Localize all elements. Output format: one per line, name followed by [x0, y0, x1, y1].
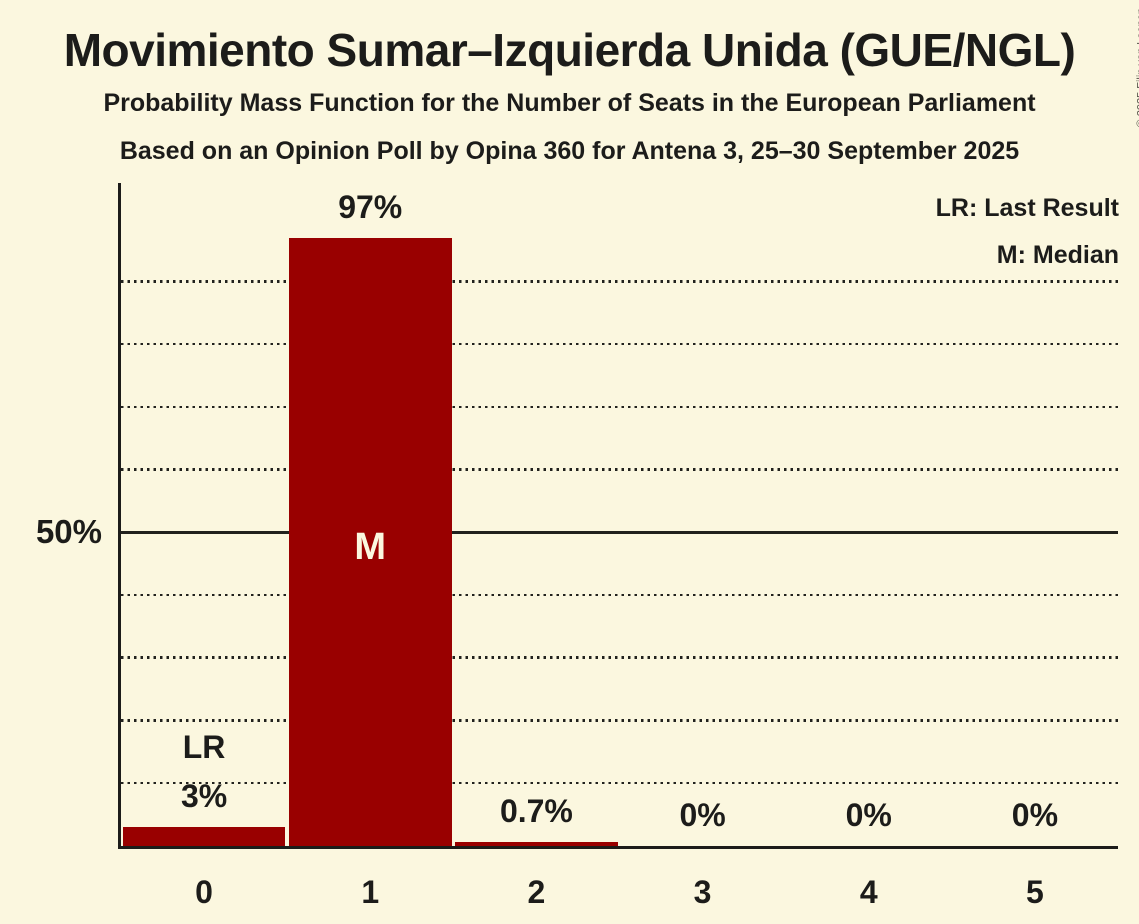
- y-axis-tick-label: 50%: [35, 513, 102, 550]
- bar-value-label-seats-0: 3%: [180, 778, 228, 815]
- x-axis-label-5: 5: [1026, 874, 1044, 910]
- gridline-90pct: [121, 280, 1118, 283]
- gridline-80pct: [121, 342, 1118, 346]
- legend-item-median: M: Median: [996, 241, 1119, 269]
- gridline-30pct: [121, 656, 1118, 659]
- gridline-20pct: [121, 719, 1118, 722]
- x-axis-label-2: 2: [527, 874, 546, 910]
- major-gridline-50pct: [121, 531, 1118, 534]
- x-axis-label-4: 4: [859, 874, 878, 910]
- x-axis-label-1: 1: [361, 874, 380, 910]
- gridline-60pct: [121, 468, 1118, 471]
- plot-area: 50% 3% 0 97% 1 0.7% 2 0% 3 0% 4 0% 5 LR M: [36, 183, 1118, 909]
- bar-seats-2: [455, 841, 618, 846]
- chart-legend: LR: Last Result M: Median: [936, 185, 1119, 279]
- bar-value-label-seats-4: 0%: [845, 797, 892, 833]
- legend-item-last-result: LR: Last Result: [935, 194, 1119, 222]
- bar-value-label-seats-3: 0%: [679, 797, 726, 833]
- bar-value-label-seats-2: 0.7%: [499, 792, 573, 829]
- bar-value-label-seats-5: 0%: [1011, 797, 1059, 833]
- bar-value-label-seats-1: 97%: [338, 188, 403, 225]
- median-annotation: M: [354, 526, 387, 568]
- gridline-40pct: [121, 593, 1118, 597]
- bar-seats-1: [288, 237, 452, 846]
- copyright-notice: © 2025 Filip van Laenen: [1135, 8, 1139, 127]
- chart-subtitle: Probability Mass Function for the Number…: [103, 89, 1036, 117]
- x-axis-label-3: 3: [693, 874, 712, 910]
- last-result-annotation: LR: [182, 729, 226, 766]
- gridline-10pct: [121, 781, 1118, 785]
- chart-source-note: Based on an Opinion Poll by Opina 360 fo…: [119, 137, 1020, 165]
- gridline-70pct: [121, 405, 1118, 409]
- x-axis-label-0: 0: [195, 874, 213, 910]
- bar-seats-0: [122, 827, 286, 846]
- chart-title: Movimiento Sumar–Izquierda Unida (GUE/NG…: [63, 24, 1076, 76]
